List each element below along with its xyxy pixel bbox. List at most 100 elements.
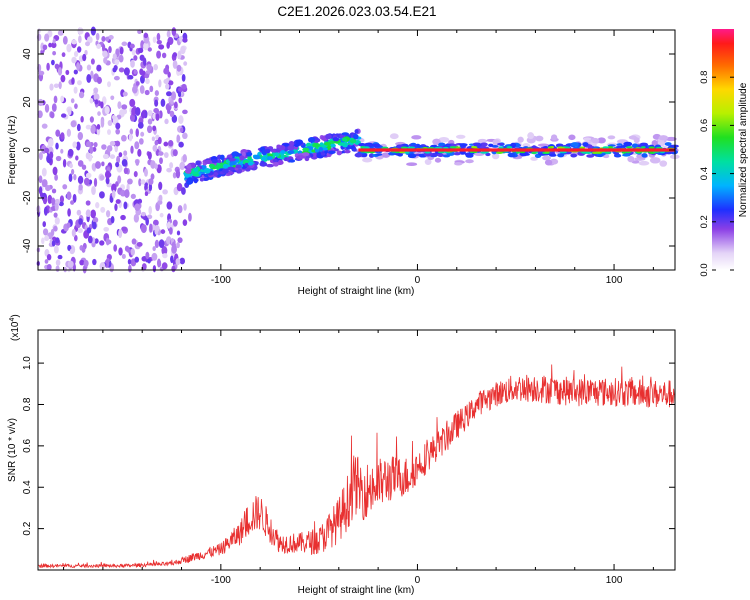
spectrogram-track-cell bbox=[337, 142, 346, 146]
spectrogram-noise-cell bbox=[100, 101, 104, 109]
spectrogram-noise-cell bbox=[162, 189, 168, 195]
spectrogram-noise-cell bbox=[118, 67, 125, 73]
spectrogram-noise-cell bbox=[167, 80, 174, 86]
spectrogram-noise-cell bbox=[114, 140, 121, 147]
spectrogram-noise-cell bbox=[182, 154, 187, 163]
spectrogram-y-tick-label: 0 bbox=[22, 147, 33, 153]
spectrogram-noise-cell bbox=[120, 214, 126, 221]
spectrogram-noise-cell bbox=[104, 106, 110, 115]
spectrogram-carrier-edge bbox=[602, 146, 609, 149]
spectrogram-noise-cell bbox=[54, 217, 60, 225]
spectrogram-noise-cell bbox=[121, 134, 127, 142]
spectrogram-noise-cell bbox=[44, 103, 50, 113]
spectrogram-carrier-halo bbox=[641, 153, 648, 158]
spectrogram-noise-cell bbox=[110, 215, 115, 224]
spectrogram-carrier-halo bbox=[410, 142, 417, 146]
spectrogram-noise-cell bbox=[94, 161, 101, 169]
spectrogram-noise-cell bbox=[92, 221, 97, 230]
spectrogram-noise-cell bbox=[179, 161, 186, 171]
spectrogram-noise-cell bbox=[145, 251, 150, 260]
spectrogram-noise-cell bbox=[75, 155, 79, 161]
spectrogram-carrier-edge bbox=[607, 146, 613, 149]
spectrogram-noise-cell bbox=[158, 151, 164, 156]
spectrogram-haze-cell bbox=[597, 137, 606, 144]
spectrogram-noise-cell bbox=[70, 200, 75, 205]
spectrogram-noise-cell bbox=[102, 153, 109, 160]
spectrogram-noise-cell bbox=[163, 78, 169, 85]
spectrogram-noise-cell bbox=[108, 46, 112, 54]
spectrogram-noise-cell bbox=[147, 47, 152, 52]
spectrogram-noise-cell bbox=[148, 206, 152, 215]
spectrogram-noise-cell bbox=[71, 77, 75, 85]
spectrogram-noise-cell bbox=[89, 116, 94, 123]
spectrogram-track-cell bbox=[318, 146, 324, 152]
spectrogram-noise-cell bbox=[81, 246, 86, 253]
spectrogram-track-cell bbox=[247, 161, 254, 166]
spectrogram-noise-cell bbox=[123, 150, 128, 157]
spectrogram-noise-cell bbox=[73, 50, 79, 57]
spectrogram-noise-cell bbox=[118, 229, 123, 239]
spectrogram-noise-cell bbox=[92, 258, 97, 266]
spectrogram-noise-cell bbox=[123, 167, 129, 175]
spectrogram-noise-cell bbox=[53, 212, 58, 218]
spectrogram-noise-cell bbox=[166, 167, 172, 173]
spectrogram-noise-cell bbox=[91, 185, 96, 196]
spectrogram-noise-cell bbox=[73, 69, 78, 75]
spectrogram-noise-cell bbox=[115, 199, 121, 204]
spectrogram-track-cell bbox=[235, 164, 242, 169]
spectrogram-noise-cell bbox=[66, 128, 71, 137]
spectrogram-haze-cell bbox=[544, 159, 553, 166]
spectrogram-noise-cell bbox=[90, 58, 95, 65]
spectrogram-noise-cell bbox=[101, 36, 106, 42]
spectrogram-noise-cell bbox=[114, 203, 118, 211]
spectrogram-noise-cell bbox=[158, 181, 163, 191]
spectrogram-haze-cell bbox=[651, 139, 658, 147]
spectrogram-noise-cell bbox=[97, 111, 101, 117]
spectrogram-noise-cell bbox=[166, 201, 173, 210]
spectrogram-noise-cell bbox=[50, 111, 55, 119]
spectrogram-noise-cell bbox=[133, 69, 138, 75]
spectrogram-track-cell bbox=[275, 147, 281, 153]
spectrogram-noise-cell bbox=[66, 222, 71, 229]
spectrogram-noise-cell bbox=[67, 260, 74, 268]
spectrogram-noise-cell bbox=[152, 246, 156, 252]
spectrogram-noise-cell bbox=[71, 228, 76, 237]
spectrogram-noise-cell bbox=[42, 221, 47, 228]
spectrogram-noise-cell bbox=[148, 183, 153, 192]
spectrogram-noise-cell bbox=[85, 41, 90, 47]
spectrogram-noise-cell bbox=[173, 101, 178, 109]
spectrogram-noise-cell bbox=[86, 64, 92, 71]
spectrogram-carrier-halo bbox=[570, 153, 578, 158]
spectrogram-noise-cell bbox=[113, 244, 118, 252]
spectrogram-heatmap bbox=[36, 26, 680, 274]
spectrogram-noise-cell bbox=[60, 74, 66, 83]
spectrogram-noise-cell bbox=[70, 120, 77, 128]
spectrogram-track-cell bbox=[184, 168, 192, 174]
spectrogram-noise-cell bbox=[62, 184, 68, 190]
spectrogram-carrier-halo bbox=[620, 144, 628, 148]
spectrogram-noise-cell bbox=[132, 85, 138, 94]
spectrogram-noise-cell bbox=[54, 198, 60, 205]
colorbar-tick-label: 0.2 bbox=[699, 215, 710, 228]
spectrogram-noise-cell bbox=[112, 67, 117, 73]
spectrogram-noise-cell bbox=[47, 194, 53, 204]
spectrogram-noise-cell bbox=[153, 64, 159, 71]
spectrogram-noise-cell bbox=[118, 54, 124, 63]
spectrogram-noise-cell bbox=[100, 206, 106, 213]
spectrogram-noise-cell bbox=[140, 211, 146, 217]
spectrogram-haze-cell bbox=[465, 159, 474, 164]
spectrogram-noise-cell bbox=[170, 99, 174, 105]
spectrogram-noise-cell bbox=[51, 42, 57, 49]
spectrogram-noise-cell bbox=[49, 151, 54, 160]
spectrogram-noise-cell bbox=[182, 219, 188, 227]
spectrogram-carrier-halo bbox=[622, 153, 631, 157]
spectrogram-noise-cell bbox=[76, 209, 82, 216]
spectrogram-noise-cell bbox=[46, 253, 52, 261]
spectrogram-noise-cell bbox=[148, 223, 153, 233]
spectrogram-noise-cell bbox=[182, 132, 188, 140]
spectrogram-noise-cell bbox=[144, 73, 150, 79]
spectrogram-noise-cell bbox=[154, 224, 160, 232]
spectrogram-noise-cell bbox=[131, 238, 137, 245]
spectrogram-noise-cell bbox=[146, 214, 153, 220]
spectrogram-noise-cell bbox=[172, 149, 178, 157]
